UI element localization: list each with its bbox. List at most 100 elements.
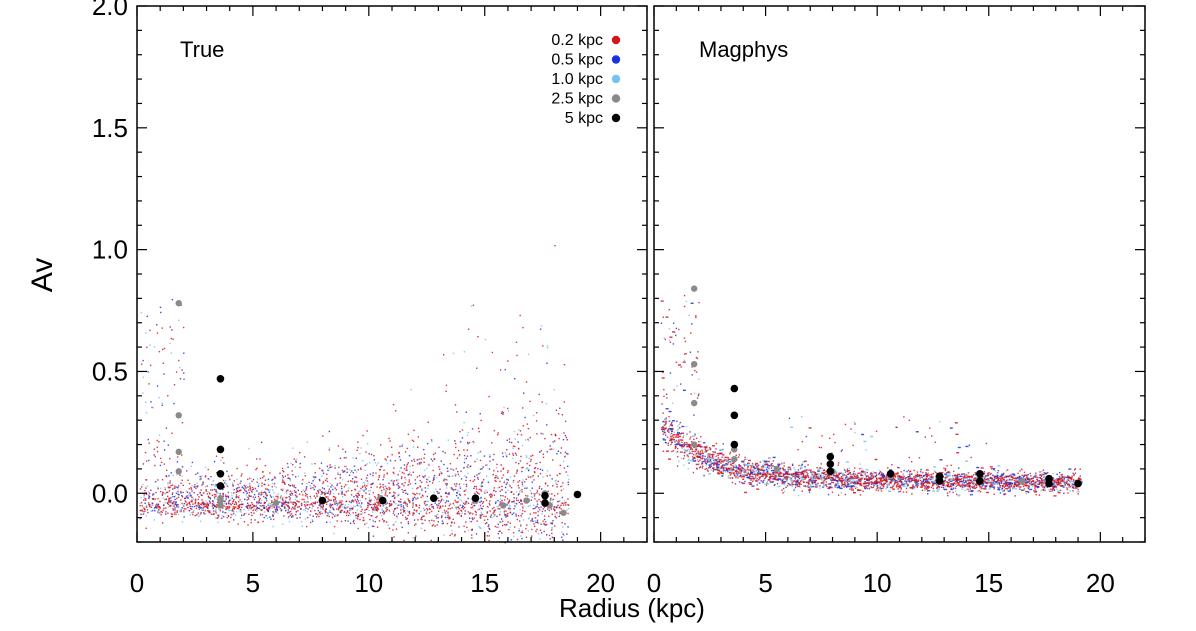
scatter-point-small (502, 468, 504, 470)
scatter-point-small (554, 513, 556, 516)
scatter-point-small (823, 476, 826, 478)
scatter-point-small (381, 509, 383, 512)
scatter-point-small (524, 510, 526, 513)
scatter-point-small (519, 509, 521, 511)
scatter-point-small (540, 449, 543, 452)
scatter-point-small (283, 503, 285, 506)
scatter-point-small (1001, 480, 1005, 482)
scatter-point-small (444, 512, 447, 514)
scatter-point-small (527, 476, 530, 478)
scatter-point-small (527, 505, 530, 507)
scatter-point-small (370, 453, 373, 456)
scatter-point-small (357, 518, 359, 520)
scatter-point-small (510, 441, 513, 444)
scatter-point-small (345, 507, 347, 509)
scatter-point-small (869, 476, 872, 478)
scatter-point-small (709, 447, 711, 449)
scatter-point-small (368, 453, 370, 455)
scatter-point-small (723, 454, 725, 456)
scatter-point-small (146, 504, 148, 507)
scatter-point-small (501, 501, 503, 504)
scatter-point-small (287, 502, 289, 504)
scatter-point-small (404, 512, 407, 514)
scatter-point-small (314, 501, 316, 504)
scatter-point-small (289, 490, 291, 493)
scatter-point-small (909, 470, 912, 472)
scatter-point-small (534, 493, 536, 495)
scatter-point-small (215, 484, 217, 486)
scatter-point-small (525, 455, 528, 457)
scatter-point-small (265, 498, 268, 501)
scatter-point-small (238, 501, 240, 503)
scatter-point-small (536, 433, 538, 435)
scatter-point-small (717, 460, 721, 463)
scatter-point-small (366, 443, 369, 445)
scatter-point-small (200, 478, 202, 480)
scatter-point-small (755, 474, 757, 477)
scatter-point-small (143, 507, 145, 509)
scatter-point-small (439, 488, 441, 490)
scatter-point-small (935, 481, 937, 484)
scatter-point-small (261, 499, 263, 502)
scatter-point-small (400, 512, 402, 514)
scatter-point-small (783, 462, 785, 464)
scatter-point-small (214, 485, 216, 487)
scatter-point-small (266, 508, 268, 510)
scatter-point-small (468, 517, 471, 519)
scatter-point-small (515, 499, 518, 502)
scatter-point-small (847, 484, 849, 486)
scatter-point-small (689, 447, 692, 449)
scatter-point-small (332, 493, 335, 495)
scatter-point-small (851, 487, 853, 490)
scatter-point-small (815, 483, 817, 485)
scatter-point-small (718, 459, 722, 461)
scatter-point-small (386, 509, 388, 511)
scatter-point-small (349, 471, 352, 474)
scatter-point-small (305, 502, 307, 504)
scatter-point-small (520, 516, 523, 518)
scatter-point-small (758, 479, 760, 481)
scatter-point-small (215, 489, 217, 491)
scatter-point-small (269, 502, 271, 505)
scatter-point-small (445, 500, 448, 502)
scatter-point-small (958, 494, 961, 496)
scatter-point-small (669, 339, 671, 341)
scatter-point-small (846, 476, 848, 478)
scatter-point-small (318, 515, 320, 518)
scatter-point-small (337, 445, 340, 447)
scatter-point-small (546, 451, 548, 453)
scatter-point-small (973, 487, 976, 490)
scatter-point-small (341, 495, 344, 498)
scatter-point-small (1056, 473, 1058, 475)
scatter-point-small (356, 502, 358, 504)
scatter-point-small (252, 509, 254, 512)
scatter-point-small (870, 483, 873, 485)
scatter-point-small (513, 493, 515, 495)
scatter-point-small (287, 509, 290, 511)
scatter-point-small (304, 472, 306, 474)
scatter-point-small (288, 516, 290, 518)
scatter-point-small (743, 471, 747, 474)
scatter-point-small (442, 354, 445, 356)
scatter-point-small (562, 504, 565, 506)
scatter-point-small (365, 451, 367, 453)
scatter-point-small (300, 504, 303, 507)
scatter-point-small (676, 385, 678, 387)
scatter-point-small (397, 479, 400, 481)
scatter-point-small (1031, 485, 1035, 487)
scatter-point-small (1014, 474, 1016, 476)
scatter-point-small (827, 493, 830, 496)
scatter-point-small (171, 484, 174, 486)
scatter-point-small (709, 455, 711, 457)
scatter-point-small (990, 482, 992, 484)
scatter-point-small (812, 471, 816, 473)
scatter-point-small (197, 512, 199, 514)
scatter-point-small (257, 507, 259, 510)
scatter-point-small (986, 484, 988, 486)
scatter-point-small (296, 517, 298, 519)
scatter-point-small (715, 459, 717, 461)
scatter-point-small (370, 506, 373, 509)
scatter-point-small (256, 501, 258, 503)
scatter-point-small (500, 518, 503, 520)
scatter-point-small (407, 498, 409, 500)
